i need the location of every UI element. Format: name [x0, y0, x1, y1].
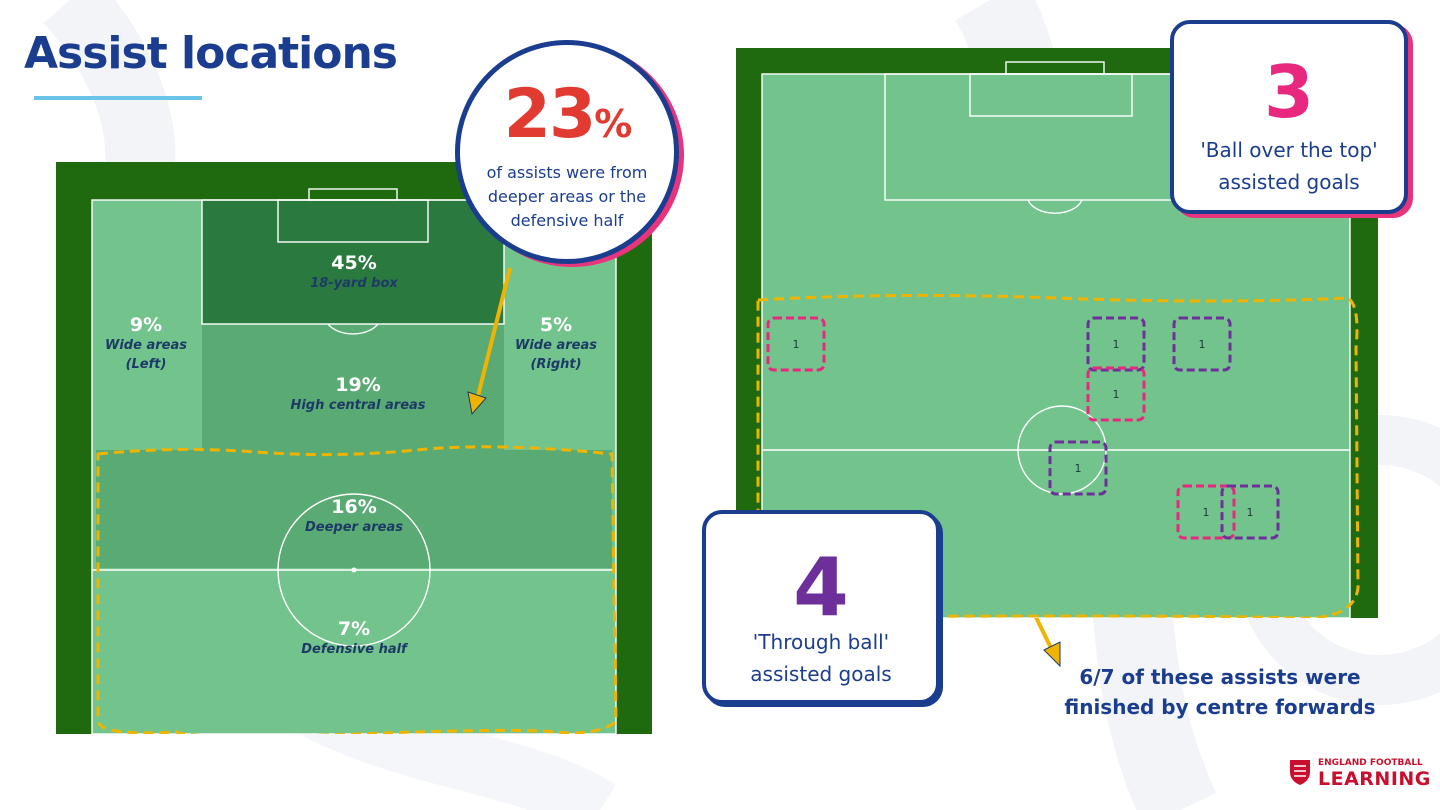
shield-icon — [1290, 760, 1310, 785]
assist-marker-ball-over-the-top — [766, 316, 826, 372]
assist-marker-label: 1 — [1203, 506, 1210, 519]
stat-circle: 23% of assists were from deeper areas or… — [455, 40, 679, 264]
assist-marker-label: 1 — [1113, 338, 1120, 351]
assist-marker-label: 1 — [1199, 338, 1206, 351]
through-ball-count: 4 — [793, 541, 849, 634]
finisher-note: 6/7 of these assists were finished by ce… — [1064, 665, 1376, 719]
assist-marker-label: 1 — [1247, 506, 1254, 519]
page-title: Assist locations — [24, 28, 398, 79]
england-football-learning-logo: ENGLAND FOOTBALL LEARNING — [1288, 756, 1430, 792]
assist-marker-label: 1 — [1075, 462, 1082, 475]
zone-deeper: 16% Deeper areas — [305, 496, 403, 535]
zone-wide-left: 9% Wide areas (Left) — [105, 314, 187, 372]
assist-marker-through-ball — [1086, 316, 1146, 372]
left-pitch — [56, 162, 652, 734]
zone-defensive: 7% Defensive half — [301, 618, 407, 657]
zone-box: 45% 18-yard box — [310, 252, 398, 291]
deeper-area-highlight — [96, 445, 618, 734]
ball-over-top-count: 3 — [1263, 50, 1315, 134]
zone-high-central: 19% High central areas — [290, 374, 426, 413]
assist-marker-ball-over-the-top — [1086, 366, 1146, 422]
left-arrow-icon — [467, 267, 512, 416]
ball-over-top-card: 3 'Ball over the top' assisted goals — [1170, 20, 1408, 214]
assist-marker-ball-over-the-top — [1176, 484, 1236, 540]
assist-marker-label: 1 — [1113, 388, 1120, 401]
title-underline — [34, 96, 202, 100]
ball-over-top-label: 'Ball over the top' assisted goals — [1200, 138, 1378, 194]
zone-wide-right: 5% Wide areas (Right) — [515, 314, 597, 372]
assist-marker-through-ball — [1220, 484, 1280, 540]
assist-marker-label: 1 — [793, 338, 800, 351]
assist-marker-through-ball — [1172, 316, 1232, 372]
assist-marker-through-ball — [1048, 440, 1108, 496]
stat-description: of assists were from deeper areas or the… — [486, 163, 648, 230]
through-ball-label: 'Through ball' assisted goals — [750, 630, 892, 686]
through-ball-card: 4 'Through ball' assisted goals — [702, 510, 940, 704]
stat-value: 23% — [503, 75, 633, 154]
marker-group: 1 1 1 1 1 1 1 — [766, 316, 1280, 540]
